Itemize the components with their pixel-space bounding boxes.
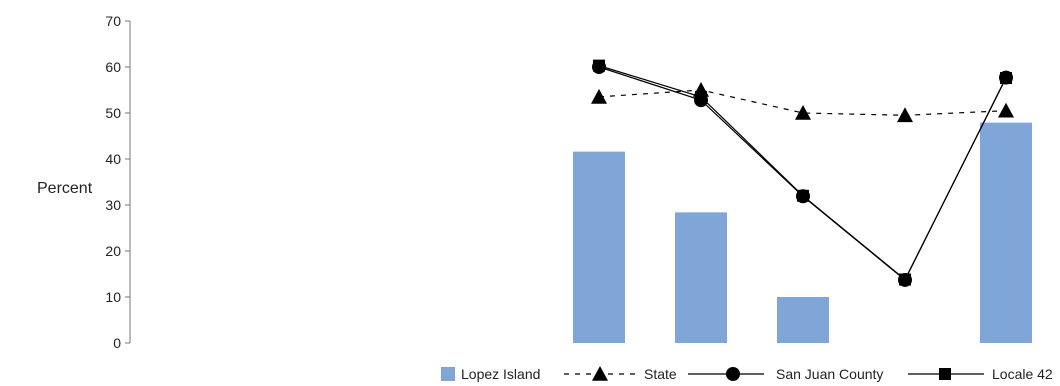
y-tick-label: 10 bbox=[105, 289, 121, 305]
y-tick-label: 50 bbox=[105, 105, 121, 121]
series-marker bbox=[899, 273, 911, 286]
y-tick-label: 70 bbox=[105, 13, 121, 29]
series-line bbox=[598, 66, 1007, 281]
bar-series bbox=[573, 122, 1032, 343]
line-series bbox=[591, 59, 1014, 287]
y-tick-label: 0 bbox=[113, 335, 121, 351]
series-line bbox=[598, 89, 1007, 116]
y-axis-label: Percent bbox=[37, 180, 93, 197]
legend-label: San Juan County bbox=[776, 366, 883, 382]
bar bbox=[980, 122, 1032, 343]
series-marker bbox=[797, 189, 809, 202]
legend-marker bbox=[592, 366, 608, 381]
legend-label: State bbox=[644, 366, 677, 382]
bar bbox=[675, 212, 727, 343]
legend: Lopez Island State San Juan County Locale 4… bbox=[441, 366, 1053, 382]
bar bbox=[573, 151, 625, 343]
series-marker bbox=[695, 90, 707, 103]
bar bbox=[777, 297, 829, 343]
y-axis: 0 10 20 30 40 50 60 70 bbox=[105, 13, 131, 351]
y-tick-label: 20 bbox=[105, 243, 121, 259]
legend-label: Locale 42 bbox=[992, 366, 1053, 382]
legend-marker bbox=[939, 368, 951, 380]
legend-label: Lopez Island bbox=[461, 366, 540, 382]
series-marker bbox=[1000, 72, 1012, 85]
legend-marker bbox=[726, 367, 740, 381]
series-marker bbox=[897, 107, 913, 123]
series-marker bbox=[591, 88, 607, 104]
y-tick-label: 30 bbox=[105, 197, 121, 213]
series-marker bbox=[795, 105, 811, 120]
series-line bbox=[598, 65, 1007, 281]
y-tick-label: 40 bbox=[105, 151, 121, 167]
legend-swatch bbox=[441, 367, 455, 381]
y-tick-label: 60 bbox=[105, 59, 121, 75]
series-marker bbox=[593, 59, 605, 72]
series-marker bbox=[998, 102, 1014, 118]
